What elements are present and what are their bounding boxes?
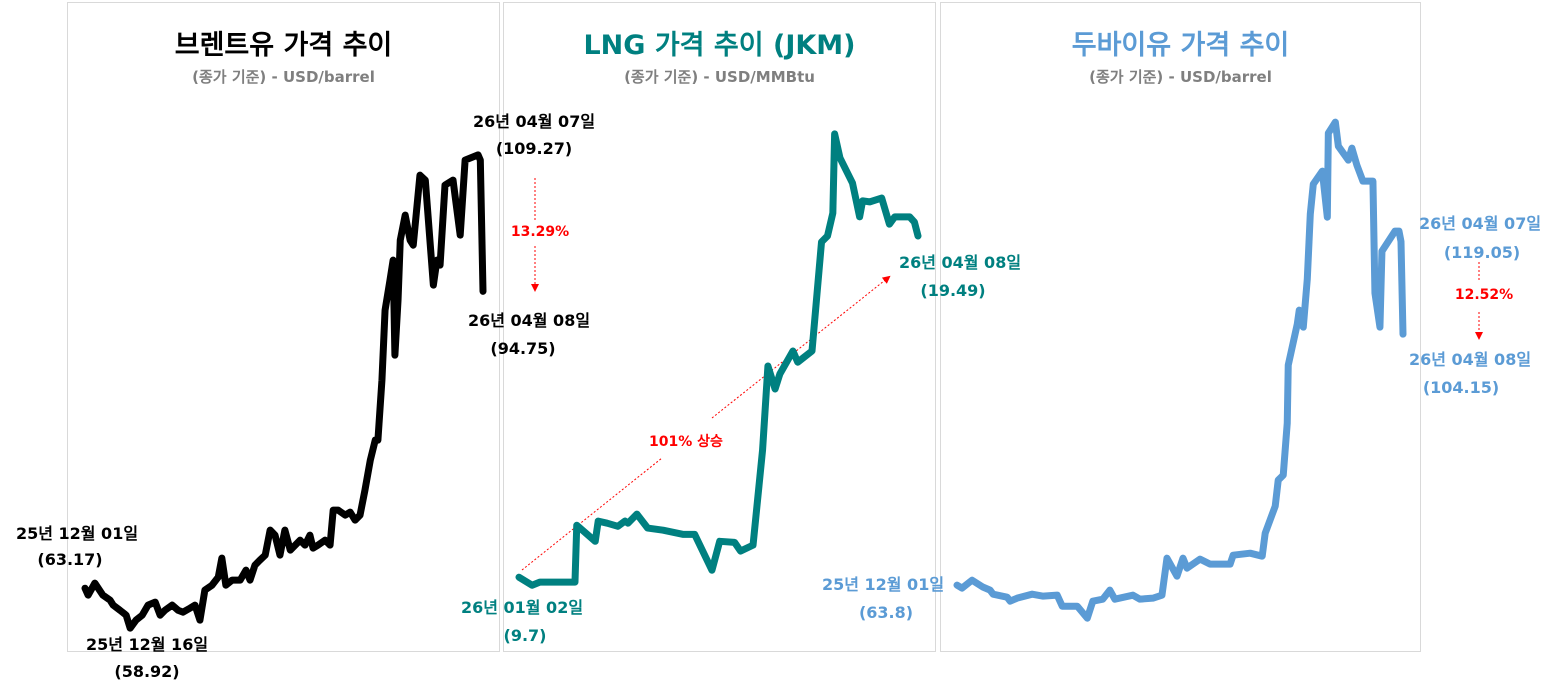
lng-end-date: 26년 04월 08일 <box>898 253 1022 272</box>
lng-end-value: (19.49) <box>920 281 986 300</box>
dubai-price-line <box>953 118 1407 622</box>
dubai-end-date: 26년 04월 08일 <box>1408 350 1532 369</box>
brent-high-value: (109.27) <box>495 139 573 158</box>
lng-subtitle: (종가 기준) - USD/MMBtu <box>624 68 815 86</box>
brent-change-label: 13.29% <box>507 222 573 242</box>
brent-high-date: 26년 04월 07일 <box>472 112 596 131</box>
dubai-start-value: (63.8) <box>858 603 914 622</box>
brent-end-date: 26년 04월 08일 <box>467 311 591 330</box>
brent-start-date: 25년 12월 01일 <box>15 524 139 543</box>
brent-low-value: (58.92) <box>114 662 180 681</box>
brent-start-value: (63.17) <box>37 550 103 569</box>
dubai-subtitle: (종가 기준) - USD/barrel <box>1089 68 1272 86</box>
lng-change-label: 101% 상승 <box>646 429 726 453</box>
brent-low-date: 25년 12월 16일 <box>85 635 209 654</box>
lng-change-arrow <box>711 275 891 419</box>
dubai-end-value: (104.15) <box>1422 378 1500 397</box>
lng-price-line <box>515 130 922 589</box>
dubai-high-date: 26년 04월 07일 <box>1418 214 1542 233</box>
brent-end-value: (94.75) <box>490 339 556 358</box>
lng-title: LNG 가격 추이 (JKM) <box>583 30 856 61</box>
lng-start-value: (9.7) <box>503 626 547 645</box>
lng-start-date: 26년 01월 02일 <box>460 598 584 617</box>
brent-title: 브렌트유 가격 추이 <box>174 30 393 61</box>
lng-change-arrow-lower <box>521 457 663 571</box>
dubai-title: 두바이유 가격 추이 <box>1071 30 1290 61</box>
dubai-change-label: 12.52% <box>1451 285 1517 305</box>
dubai-panel: 두바이유 가격 추이 (종가 기준) - USD/barrel <box>940 2 1421 652</box>
brent-price-line <box>81 151 487 632</box>
brent-subtitle: (종가 기준) - USD/barrel <box>192 68 375 86</box>
dubai-start-date: 25년 12월 01일 <box>821 575 945 594</box>
dubai-high-value: (119.05) <box>1443 243 1521 262</box>
